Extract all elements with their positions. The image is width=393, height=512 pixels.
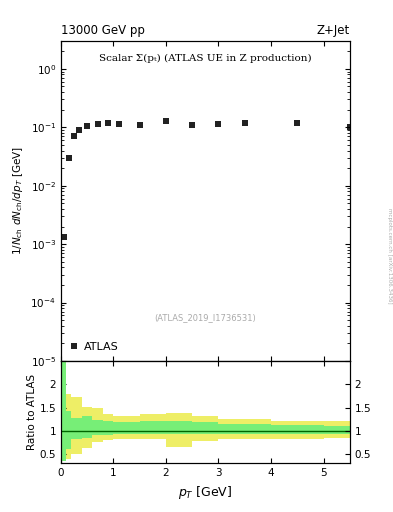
Legend: ATLAS: ATLAS	[66, 339, 122, 355]
X-axis label: $p_T\ [\mathrm{GeV}]$: $p_T\ [\mathrm{GeV}]$	[178, 484, 233, 501]
Text: mcplots.cern.ch [arXiv:1306.3436]: mcplots.cern.ch [arXiv:1306.3436]	[387, 208, 392, 304]
Text: Scalar Σ(pₜ) (ATLAS UE in Z production): Scalar Σ(pₜ) (ATLAS UE in Z production)	[99, 54, 312, 63]
Y-axis label: $1/N_\mathrm{ch}\ dN_\mathrm{ch}/dp_T\ [\mathrm{GeV}]$: $1/N_\mathrm{ch}\ dN_\mathrm{ch}/dp_T\ […	[11, 146, 25, 255]
Text: (ATLAS_2019_I1736531): (ATLAS_2019_I1736531)	[154, 313, 256, 323]
Text: Z+Jet: Z+Jet	[316, 24, 350, 37]
Y-axis label: Ratio to ATLAS: Ratio to ATLAS	[27, 374, 37, 450]
Text: 13000 GeV pp: 13000 GeV pp	[61, 24, 145, 37]
